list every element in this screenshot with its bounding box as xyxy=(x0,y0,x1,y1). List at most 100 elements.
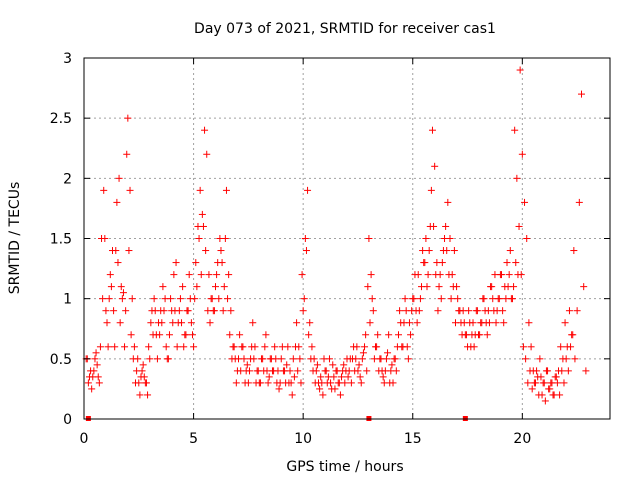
data-point xyxy=(164,355,172,363)
data-point xyxy=(217,247,225,255)
data-point xyxy=(516,66,524,74)
data-point xyxy=(500,319,508,327)
data-point xyxy=(99,295,107,303)
data-point xyxy=(333,367,341,375)
data-point xyxy=(425,247,433,255)
chart-title: Day 073 of 2021, SRMTID for receiver cas… xyxy=(194,21,496,37)
data-point xyxy=(187,319,195,327)
data-point xyxy=(525,319,533,327)
data-point xyxy=(142,379,150,387)
data-point xyxy=(182,331,190,339)
data-point xyxy=(180,343,188,351)
data-point xyxy=(88,385,96,393)
data-point xyxy=(386,379,394,387)
data-point xyxy=(290,373,298,381)
points-layer xyxy=(82,66,590,405)
data-point xyxy=(201,126,209,134)
data-point xyxy=(227,307,235,315)
data-point xyxy=(112,247,120,255)
data-point xyxy=(388,361,396,369)
data-point xyxy=(379,373,387,381)
data-point xyxy=(162,343,170,351)
data-point xyxy=(498,271,506,279)
data-point xyxy=(430,222,438,230)
data-point xyxy=(205,271,213,279)
data-point xyxy=(173,343,181,351)
data-point xyxy=(355,361,363,369)
data-point xyxy=(225,271,233,279)
data-point xyxy=(506,247,514,255)
data-point xyxy=(359,349,367,357)
data-point xyxy=(151,307,159,315)
data-point xyxy=(421,259,429,267)
data-point xyxy=(537,373,545,381)
y-tick-label: 1 xyxy=(63,292,72,308)
data-point xyxy=(115,174,123,182)
data-point xyxy=(107,283,115,291)
data-point xyxy=(100,186,108,194)
data-point xyxy=(548,379,556,387)
data-point xyxy=(93,361,101,369)
data-point xyxy=(105,295,113,303)
data-point xyxy=(261,343,269,351)
data-point xyxy=(473,307,481,315)
data-point xyxy=(288,391,296,399)
data-point xyxy=(153,355,161,363)
data-point xyxy=(320,355,328,363)
data-point xyxy=(147,319,155,327)
data-point xyxy=(450,247,458,255)
data-point xyxy=(395,331,403,339)
data-point xyxy=(317,373,325,381)
y-tick-label: 2.5 xyxy=(50,111,72,127)
data-point xyxy=(552,373,560,381)
data-point xyxy=(140,373,148,381)
data-point xyxy=(165,331,173,339)
data-point xyxy=(539,379,547,387)
data-point xyxy=(521,198,529,206)
data-point xyxy=(160,307,168,315)
y-tick-label: 1.5 xyxy=(50,232,72,248)
data-point xyxy=(127,331,135,339)
data-point xyxy=(110,307,118,315)
data-point xyxy=(377,355,385,363)
x-tick-label: 10 xyxy=(294,431,312,447)
data-point xyxy=(559,355,567,363)
data-point xyxy=(353,343,361,351)
data-point xyxy=(301,235,309,242)
data-point xyxy=(493,307,501,315)
data-point xyxy=(274,367,282,375)
data-point xyxy=(224,295,232,303)
data-point xyxy=(237,367,245,375)
data-point xyxy=(213,271,221,279)
data-point xyxy=(462,331,470,339)
data-point xyxy=(193,283,201,291)
data-point xyxy=(96,343,104,351)
data-point xyxy=(519,343,527,351)
data-point xyxy=(271,343,279,351)
data-point xyxy=(318,379,326,387)
data-point xyxy=(554,367,562,375)
data-point xyxy=(123,150,131,158)
data-point xyxy=(113,198,121,206)
data-point xyxy=(428,126,436,134)
data-point xyxy=(342,367,350,375)
data-point xyxy=(369,307,377,315)
data-point xyxy=(487,283,495,291)
data-point xyxy=(368,295,376,303)
data-point xyxy=(407,331,415,339)
data-point xyxy=(132,379,140,387)
data-point xyxy=(308,343,316,351)
data-point xyxy=(208,295,216,303)
data-point xyxy=(210,307,218,315)
data-point xyxy=(226,331,234,339)
data-point xyxy=(103,319,111,327)
data-point xyxy=(403,343,411,351)
data-point xyxy=(281,367,289,375)
data-point xyxy=(111,343,119,351)
data-point xyxy=(413,319,421,327)
y-axis-label: SRMTID / TECUs xyxy=(7,182,23,295)
data-point xyxy=(401,295,409,303)
data-point xyxy=(178,319,186,327)
data-point xyxy=(505,271,513,279)
data-point xyxy=(232,379,240,387)
